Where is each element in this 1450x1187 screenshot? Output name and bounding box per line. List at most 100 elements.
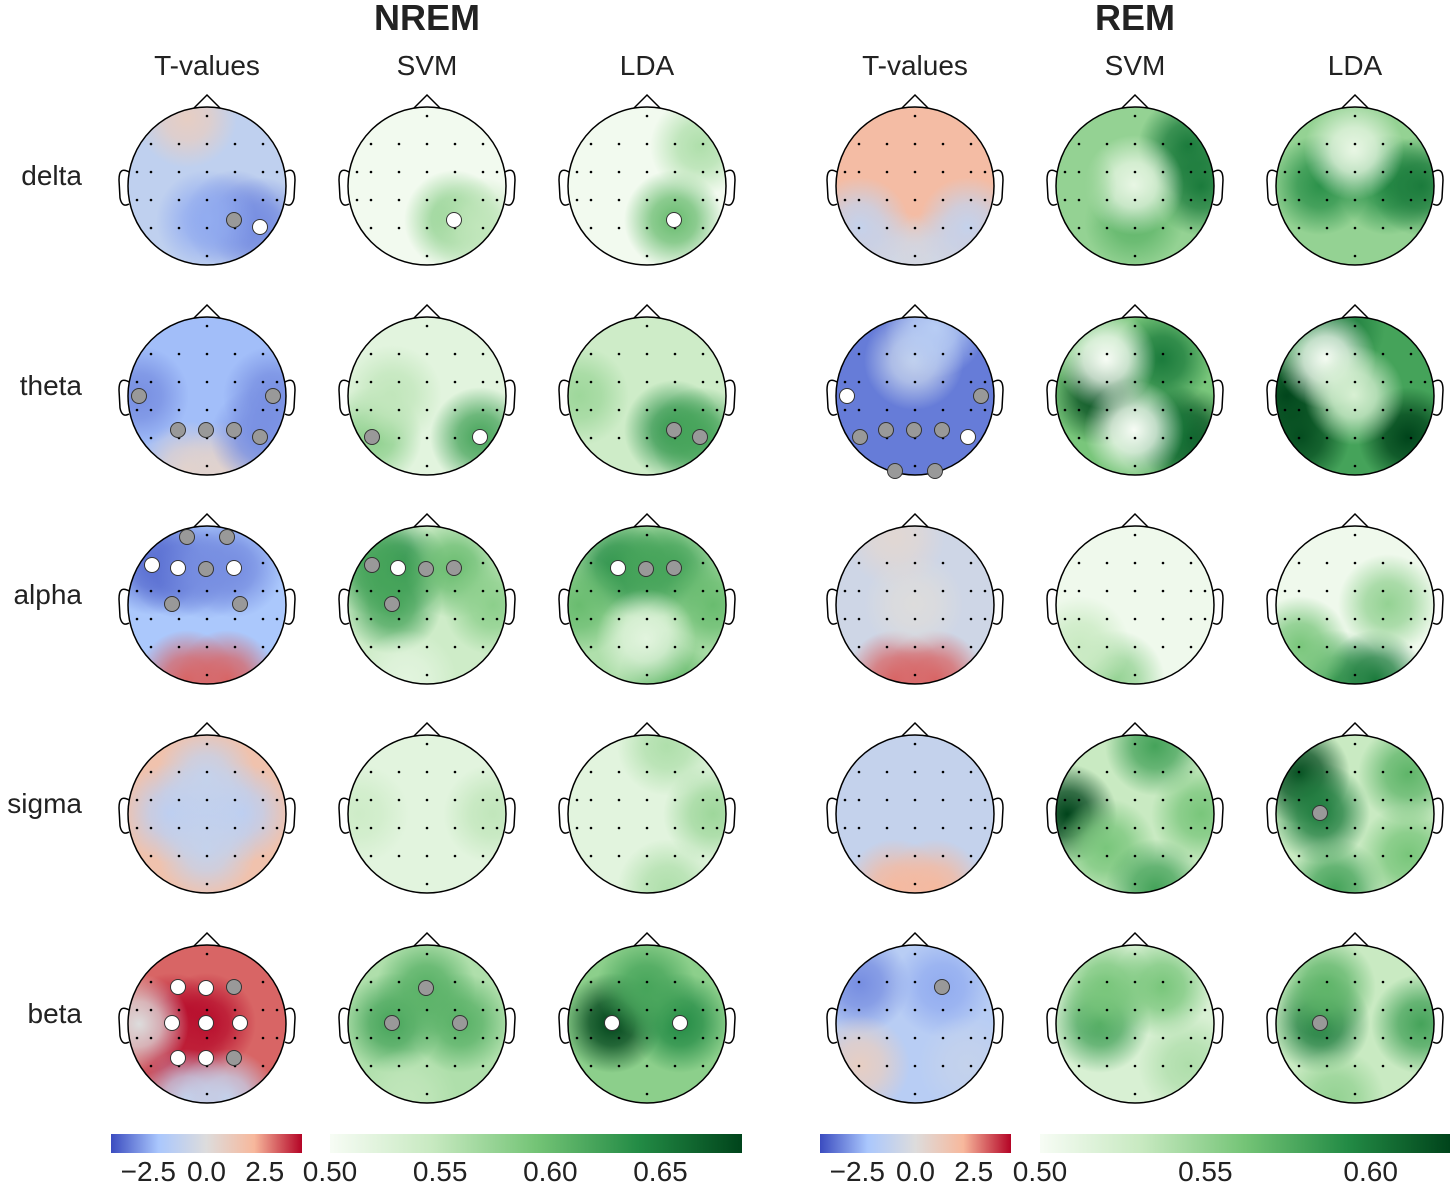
nose-outline <box>412 93 442 110</box>
electrode-dot <box>149 226 153 230</box>
head-outline <box>567 944 727 1104</box>
electrode-dot <box>941 142 945 146</box>
electrode-dot <box>941 408 945 412</box>
nose-outline <box>1340 512 1370 529</box>
electrode-dot <box>1133 617 1137 621</box>
significance-marker <box>198 1015 214 1031</box>
electrode-dot <box>913 561 917 565</box>
group-title-rem: REM <box>1095 0 1175 38</box>
topomap-nrem-beta-lda <box>558 931 736 1104</box>
electrode-dot <box>589 380 593 384</box>
electrode-dot <box>233 142 237 146</box>
ear-outline <box>284 797 296 834</box>
topomap-blob <box>443 764 506 864</box>
head-outline <box>1275 944 1435 1104</box>
electrode-dot <box>843 198 847 202</box>
electrode-dot <box>645 1036 649 1040</box>
electrode-dot <box>589 436 593 440</box>
ear-outline <box>118 1007 130 1044</box>
electrode-dot <box>1283 380 1287 384</box>
electrode-dot <box>857 617 861 621</box>
ear-outline <box>992 588 1004 625</box>
significance-marker <box>170 979 186 995</box>
electrode-dot <box>969 1008 973 1012</box>
electrode-dot <box>481 561 485 565</box>
electrode-dot <box>397 170 401 174</box>
ear-outline <box>118 379 130 416</box>
significance-marker <box>927 463 943 479</box>
electrode-dot <box>1353 324 1357 328</box>
electrode-dot <box>1105 561 1109 565</box>
ear-outline <box>284 379 296 416</box>
electrode-dot <box>1381 1036 1385 1040</box>
electrode-dot <box>1353 226 1357 230</box>
head-outline <box>1055 316 1215 476</box>
electrode-dot <box>1189 980 1193 984</box>
electrode-dot <box>355 617 359 621</box>
column-label: T-values <box>154 50 260 81</box>
electrode-dot <box>425 436 429 440</box>
electrode-dot <box>913 770 917 774</box>
electrode-dot <box>205 380 209 384</box>
electrode-dot <box>885 617 889 621</box>
ear-outline <box>826 1007 838 1044</box>
electrode-dot <box>149 436 153 440</box>
electrode-dot <box>481 1008 485 1012</box>
electrode-dot <box>397 1036 401 1040</box>
significance-marker <box>452 1015 468 1031</box>
electrode-dot <box>645 408 649 412</box>
electrode-dot <box>589 826 593 830</box>
electrode-dot <box>941 1036 945 1040</box>
electrode-dot <box>1353 770 1357 774</box>
electrode-dot <box>425 673 429 677</box>
electrode-dot <box>843 1008 847 1012</box>
electrode-dot <box>645 882 649 886</box>
electrode-dot <box>495 380 499 384</box>
electrode-dot <box>205 770 209 774</box>
electrode-dot <box>369 798 373 802</box>
significance-marker <box>219 529 235 545</box>
electrode-dot <box>1381 770 1385 774</box>
nose-outline <box>900 303 930 320</box>
significance-marker <box>1312 805 1328 821</box>
ear-outline <box>1212 169 1224 206</box>
ear-outline <box>118 797 130 834</box>
significance-marker <box>446 560 462 576</box>
significance-marker <box>1312 1015 1328 1031</box>
electrode-dot <box>941 617 945 621</box>
electrode-dot <box>425 533 429 537</box>
electrode-dot <box>1203 617 1207 621</box>
head-outline <box>567 316 727 476</box>
electrode-dot <box>913 142 917 146</box>
electrode-dot <box>1105 980 1109 984</box>
significance-marker <box>226 979 242 995</box>
electrode-dot <box>1297 561 1301 565</box>
electrode-dot <box>481 170 485 174</box>
row-label-delta: delta <box>21 160 82 191</box>
ear-outline <box>724 169 736 206</box>
electrode-dot <box>1325 645 1329 649</box>
nose-outline <box>632 93 662 110</box>
electrode-dot <box>1353 882 1357 886</box>
electrode-dot <box>369 352 373 356</box>
significance-marker <box>960 429 976 445</box>
ear-outline <box>826 588 838 625</box>
electrode-dot <box>453 380 457 384</box>
head-outline <box>347 316 507 476</box>
electrode-dot <box>1133 464 1137 468</box>
electrode-dot <box>645 1092 649 1096</box>
significance-marker <box>131 388 147 404</box>
electrode-dot <box>913 645 917 649</box>
topomap-rem-alpha-lda <box>1266 512 1444 685</box>
electrode-dot <box>715 198 719 202</box>
electrode-dot <box>701 854 705 858</box>
electrode-dot <box>425 408 429 412</box>
electrode-dot <box>261 1008 265 1012</box>
significance-marker <box>364 429 380 445</box>
electrode-dot <box>1283 589 1287 593</box>
electrode-dot <box>205 645 209 649</box>
electrode-dot <box>1325 408 1329 412</box>
electrode-dot <box>495 408 499 412</box>
electrode-dot <box>1189 617 1193 621</box>
ear-outline <box>1046 797 1058 834</box>
